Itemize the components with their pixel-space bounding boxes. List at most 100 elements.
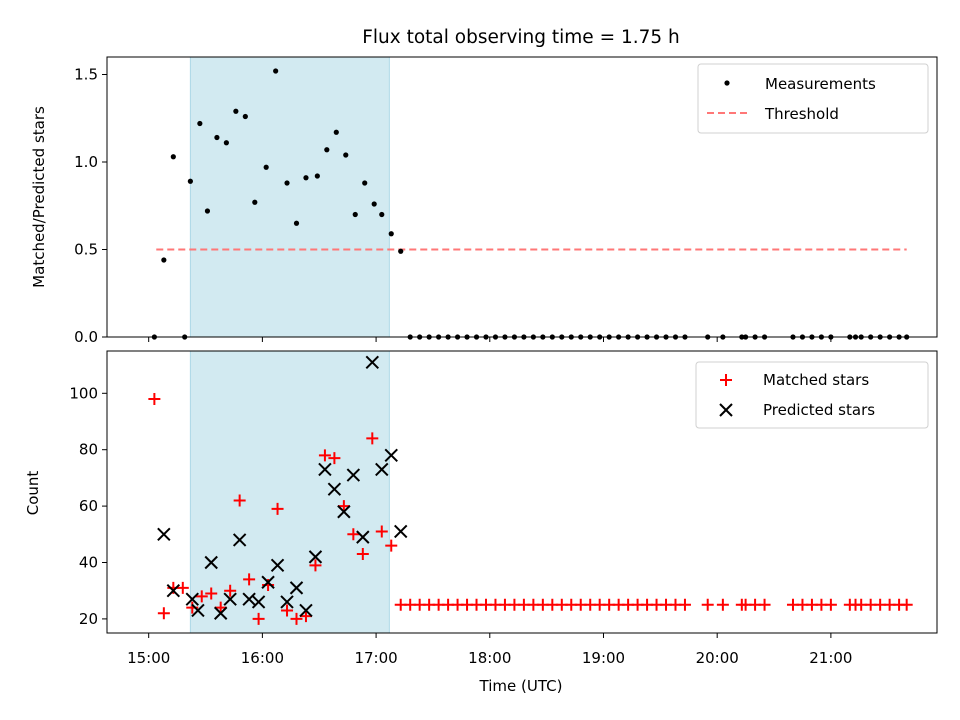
matched-star-point	[366, 432, 379, 445]
matched-star-point	[375, 525, 388, 538]
predicted-star-point	[365, 355, 380, 369]
count-legend: Matched stars Predicted stars	[695, 361, 929, 429]
matched-star-point	[701, 598, 714, 611]
matched-star-point	[243, 573, 256, 586]
predicted-star-point	[157, 527, 171, 542]
count-xtick-label: 15:00	[127, 649, 170, 667]
measurement-point	[161, 257, 167, 263]
ratio-panel: 0.0 0.5 1.0 1.5 Matched/Predicted stars Mea…	[30, 56, 938, 346]
matched-star-point	[900, 598, 913, 611]
threshold-legend-label: Threshold	[764, 105, 839, 123]
measurement-point	[197, 120, 203, 127]
count-xtick-label: 18:00	[468, 649, 511, 667]
ratio-span	[189, 56, 390, 338]
predicted-star-point	[261, 575, 275, 589]
measurement-point	[214, 134, 220, 141]
predicted-star-point	[270, 558, 285, 573]
figure-title: Flux total observing time = 1.75 h	[362, 27, 680, 48]
predicted-star-point	[356, 530, 370, 544]
measurement-point	[170, 154, 176, 160]
matched-star-point	[356, 548, 369, 561]
count-x-axis-label: Time (UTC)	[479, 677, 563, 695]
matched-legend-label: Matched stars	[763, 371, 869, 389]
measurement-point	[187, 178, 193, 184]
ratio-legend: Measurements Threshold	[697, 63, 929, 134]
matched-star-point	[299, 610, 312, 623]
matched-star-point	[157, 607, 170, 620]
measurement-point	[398, 248, 404, 254]
count-xtick-label: 21:00	[809, 649, 852, 667]
measurement-point	[379, 211, 385, 218]
matched-star-point	[290, 612, 303, 625]
predicted-star-point	[299, 603, 313, 618]
matched-star-point	[328, 452, 341, 465]
matched-star-point	[716, 598, 729, 611]
measurements-legend-marker	[724, 80, 730, 86]
predicted-star-point	[318, 462, 332, 477]
predicted-star-point	[166, 583, 181, 598]
count-span	[189, 350, 390, 634]
predicted-star-point	[251, 595, 266, 609]
ratio-ytick-label: 0.5	[74, 241, 98, 259]
matched-star-point	[758, 598, 771, 611]
predicted-star-point	[232, 533, 247, 547]
count-ytick-label: 40	[79, 554, 98, 572]
measurement-point	[303, 175, 309, 181]
predicted-star-point	[289, 581, 304, 595]
measurement-point	[314, 173, 320, 179]
predicted-star-point	[223, 592, 237, 606]
predicted-star-point	[280, 595, 294, 609]
count-ytick-label: 60	[79, 497, 98, 515]
measurement-point	[333, 129, 339, 135]
count-plot-frame	[106, 350, 938, 634]
measurement-point	[284, 180, 290, 186]
predicted-star-point	[308, 550, 323, 564]
matched-star-point	[195, 590, 208, 603]
matched-star-point	[281, 604, 294, 617]
matched-star-point	[385, 539, 398, 552]
measurement-point	[233, 108, 239, 114]
count-xtick-label: 20:00	[696, 649, 739, 667]
matched-star-point	[176, 581, 189, 594]
matched-star-point	[678, 598, 691, 611]
predicted-star-point	[191, 603, 205, 618]
measurement-point	[263, 164, 269, 170]
ratio-ytick-label: 1.0	[74, 153, 98, 171]
matched-star-point	[347, 528, 360, 541]
predicted-star-point	[213, 606, 228, 620]
matched-star-point	[271, 502, 284, 515]
count-xtick-label: 16:00	[241, 649, 284, 667]
count-y-axis-label: Count	[24, 471, 42, 516]
ratio-legend-box	[697, 63, 929, 134]
matched-star-point	[824, 598, 837, 611]
predicted-star-point	[242, 592, 256, 606]
ratio-ytick-label: 1.5	[74, 66, 98, 84]
predicted-star-point	[394, 524, 408, 539]
matched-legend-marker	[720, 374, 732, 386]
measurement-point	[371, 201, 377, 207]
matched-star-point	[214, 601, 227, 614]
predicted-star-point	[327, 482, 342, 496]
measurement-point	[388, 231, 394, 237]
measurement-point	[293, 220, 300, 226]
measurement-point	[343, 152, 349, 158]
matched-star-point	[233, 494, 246, 507]
count-ytick-label: 100	[69, 384, 98, 402]
predicted-star-point	[337, 505, 351, 519]
predicted-star-point	[346, 468, 361, 482]
measurements-legend-label: Measurements	[765, 75, 876, 93]
measurement-point	[362, 180, 368, 186]
count-xtick-label: 17:00	[354, 649, 397, 667]
count-panel: 20 40 60 80 100 15:00 16:00 17:00 18:00 19:00 20:…	[24, 350, 938, 695]
ratio-plot-frame	[106, 56, 938, 338]
predicted-star-point	[375, 462, 389, 477]
measurement-point	[273, 68, 279, 74]
predicted-legend-label: Predicted stars	[763, 401, 875, 419]
measurement-point	[223, 140, 229, 146]
measurement-point	[324, 147, 330, 153]
measurement-point	[352, 211, 358, 218]
matched-star-point	[205, 587, 218, 600]
count-ytick-label: 20	[79, 610, 98, 628]
matched-star-point	[309, 559, 322, 572]
